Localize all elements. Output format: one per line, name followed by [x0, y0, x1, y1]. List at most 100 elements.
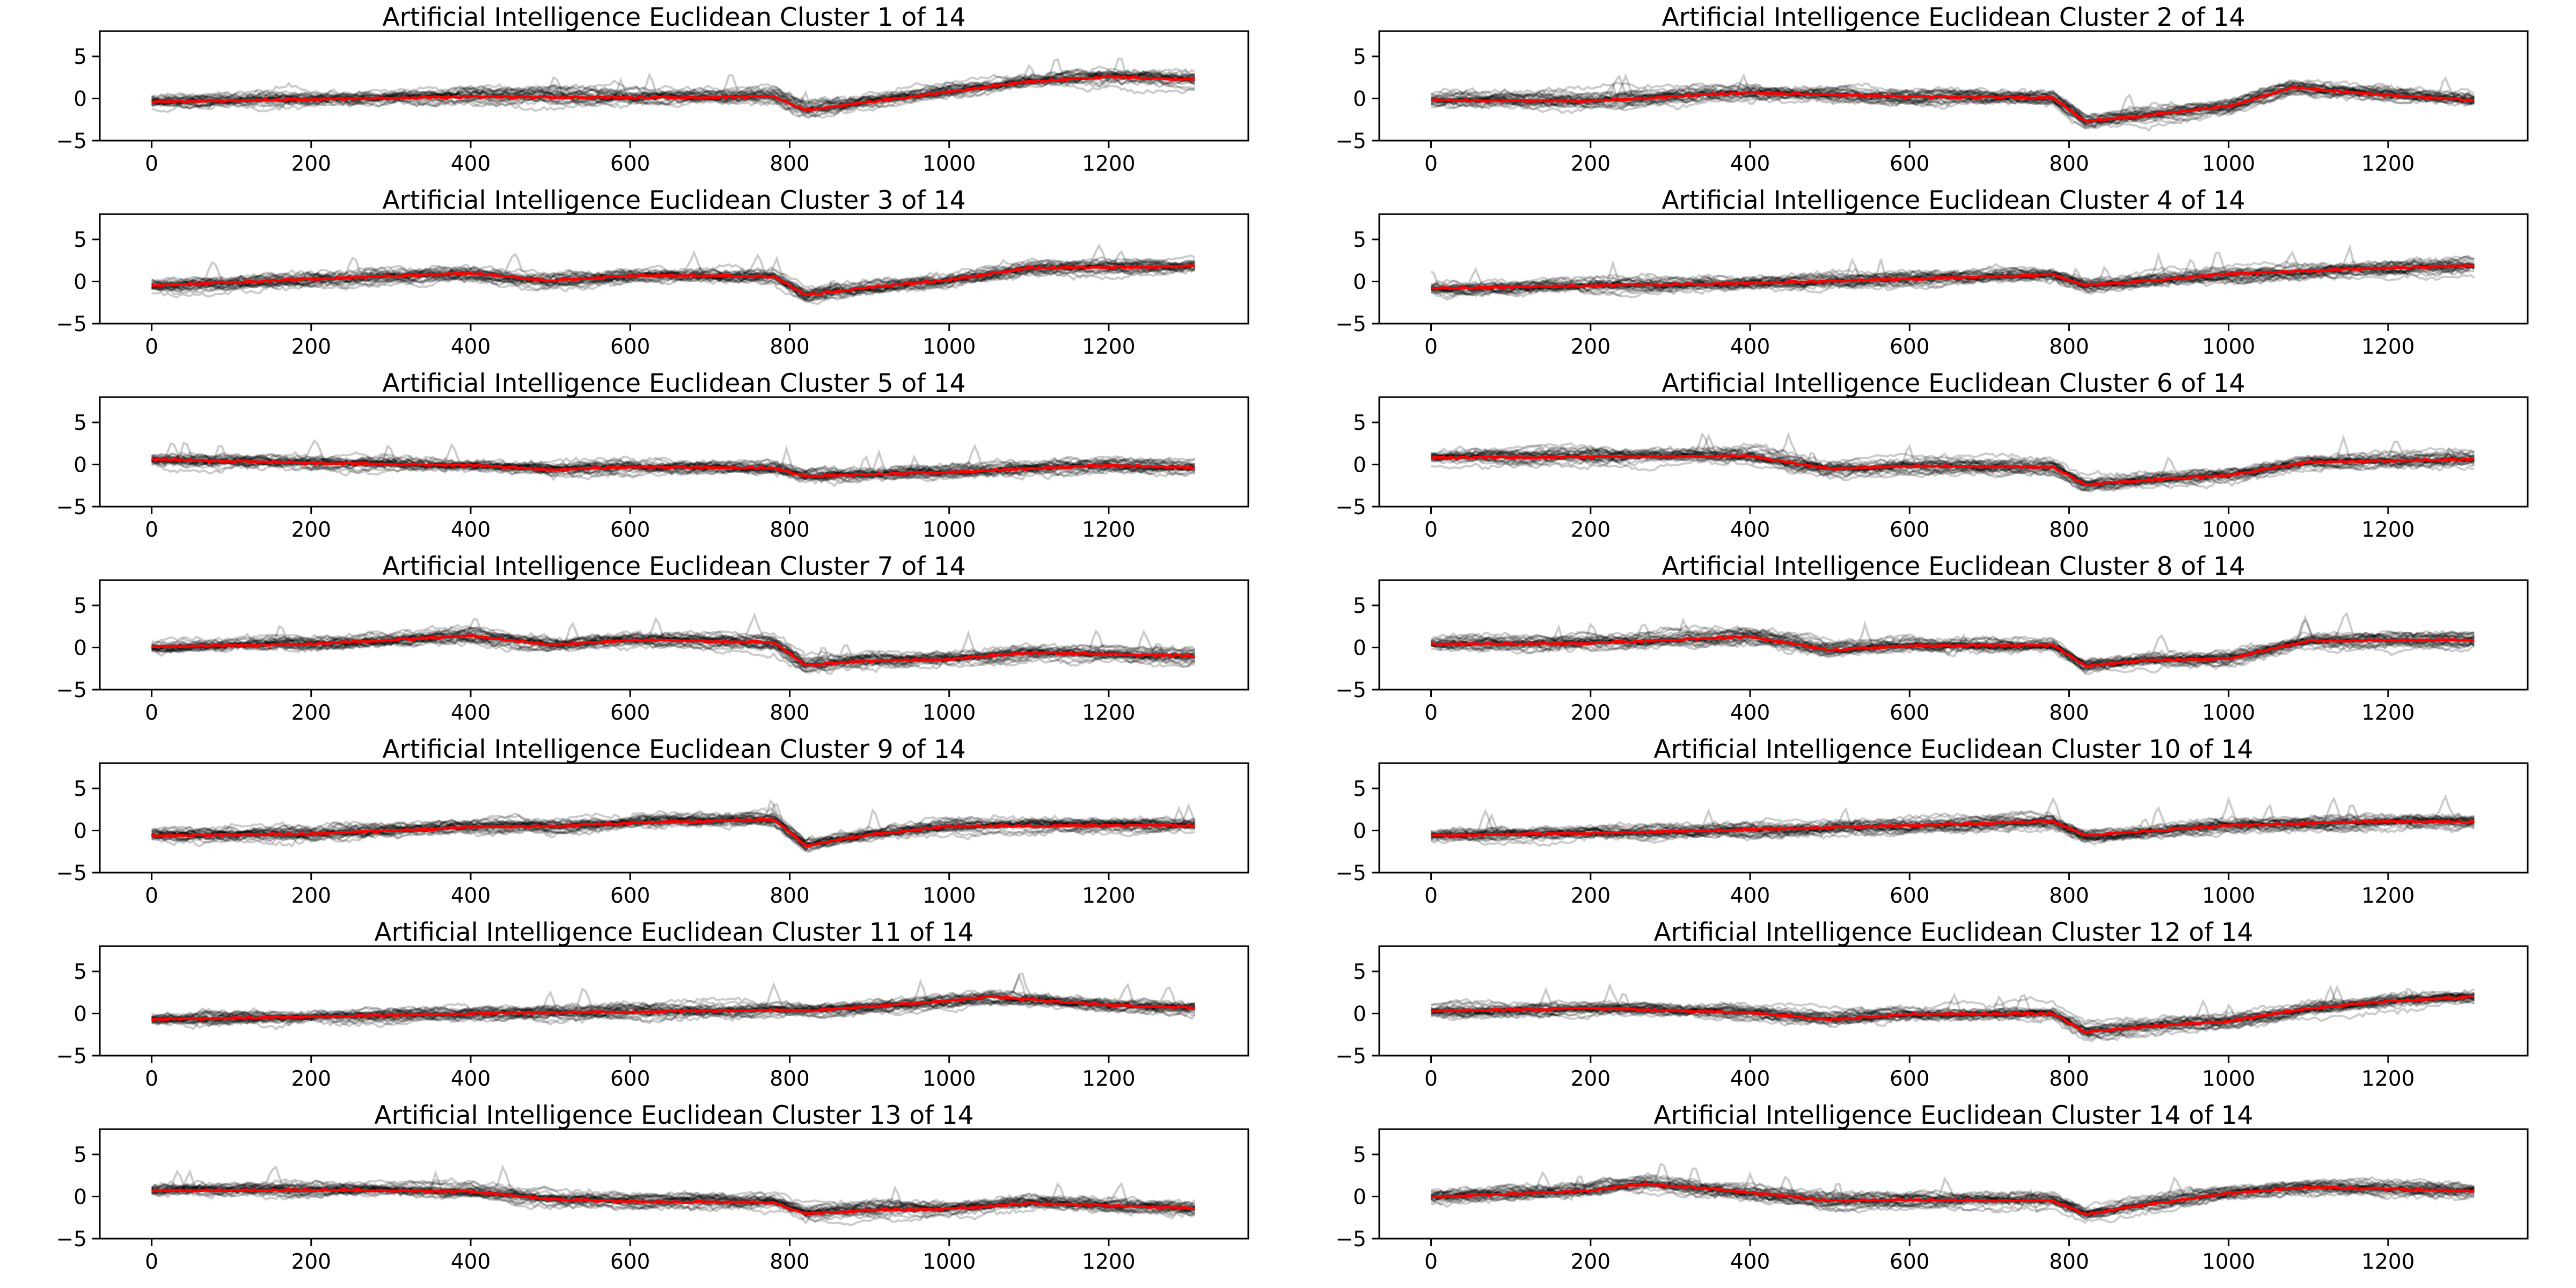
subplot-title: Artificial Intelligence Euclidean Cluste… — [1654, 918, 2253, 947]
y-tick-label: 5 — [1353, 45, 1366, 69]
x-tick-label: 1000 — [2202, 518, 2255, 542]
x-tick-label: 400 — [451, 1250, 491, 1274]
member-trace — [1430, 633, 2475, 668]
member-trace — [151, 451, 1195, 478]
centroid-line — [151, 264, 1195, 297]
x-tick-label: 200 — [1571, 1250, 1611, 1274]
x-tick-label: 200 — [291, 1067, 331, 1091]
x-tick-label: 400 — [1730, 1250, 1770, 1274]
y-tick-label: 0 — [1353, 636, 1366, 661]
x-tick-label: 200 — [1571, 701, 1611, 725]
member-trace — [1430, 997, 2475, 1037]
x-tick-label: 1000 — [923, 152, 976, 176]
member-traces — [1430, 72, 2475, 133]
member-trace — [1430, 1181, 2475, 1217]
x-tick-label: 0 — [1424, 152, 1438, 176]
x-tick-label: 400 — [451, 701, 491, 725]
member-trace — [1431, 83, 2475, 129]
x-tick-label: 400 — [451, 884, 491, 908]
x-tick-label: 600 — [1890, 1250, 1929, 1274]
member-trace — [1430, 1182, 2475, 1216]
x-tick-label: 800 — [2049, 152, 2089, 176]
member-trace — [151, 629, 1195, 668]
axes-frame — [1378, 579, 2529, 691]
member-trace — [1430, 1185, 2475, 1216]
member-trace — [1430, 81, 2475, 124]
y-tick-label: 0 — [74, 819, 87, 844]
axes-frame — [99, 1128, 1249, 1240]
subplot-7: Artificial Intelligence Euclidean Cluste… — [56, 552, 1249, 725]
y-tick-label: −5 — [56, 1227, 87, 1252]
axes-frame — [99, 30, 1249, 142]
member-trace — [1430, 89, 2475, 123]
y-tick-label: −5 — [1336, 312, 1367, 336]
member-trace — [1431, 74, 2475, 123]
subplot-12: Artificial Intelligence Euclidean Cluste… — [1336, 918, 2529, 1091]
member-trace — [151, 621, 1196, 665]
member-trace — [151, 455, 1195, 477]
x-tick-label: 600 — [610, 1067, 650, 1091]
subplot-title: Artificial Intelligence Euclidean Cluste… — [382, 735, 965, 764]
y-tick-label: −5 — [56, 312, 87, 336]
member-trace — [1430, 444, 2475, 487]
x-tick-label: 200 — [1571, 884, 1611, 908]
member-trace — [1430, 812, 2475, 842]
subplot-title: Artificial Intelligence Euclidean Cluste… — [1662, 369, 2245, 398]
member-trace — [151, 632, 1195, 674]
member-trace — [151, 994, 1196, 1023]
subplot-2: Artificial Intelligence Euclidean Cluste… — [1336, 3, 2529, 176]
member-traces — [1430, 431, 2475, 493]
centroid-line — [1431, 86, 2475, 123]
member-trace — [151, 1184, 1196, 1215]
axes-frame — [99, 579, 1249, 691]
centroid-line — [151, 75, 1195, 112]
member-trace — [151, 445, 1195, 484]
y-tick-label: −5 — [56, 129, 87, 153]
y-tick-label: 0 — [74, 1002, 87, 1027]
centroid-line — [1431, 264, 2475, 290]
member-trace — [151, 456, 1196, 478]
y-tick-label: −5 — [56, 678, 87, 702]
member-trace — [151, 618, 1196, 658]
subplot-title: Artificial Intelligence Euclidean Cluste… — [382, 3, 965, 32]
subplot-9: Artificial Intelligence Euclidean Cluste… — [56, 735, 1249, 908]
member-trace — [1430, 78, 2475, 123]
x-tick-label: 200 — [291, 335, 331, 359]
centroid-line — [1431, 819, 2475, 838]
subplot-title: Artificial Intelligence Euclidean Cluste… — [1662, 3, 2245, 32]
x-tick-label: 1200 — [2361, 884, 2414, 908]
x-tick-label: 200 — [291, 1250, 331, 1274]
member-trace — [151, 1180, 1195, 1218]
member-trace — [151, 1181, 1196, 1219]
member-trace — [1430, 82, 2475, 118]
subplot-4: Artificial Intelligence Euclidean Cluste… — [1336, 186, 2529, 359]
member-trace — [1431, 992, 2475, 1024]
centroid-line — [151, 634, 1195, 667]
x-tick-label: 400 — [1730, 1067, 1770, 1091]
subplot-title: Artificial Intelligence Euclidean Cluste… — [382, 369, 965, 398]
y-tick-label: 5 — [1353, 228, 1366, 252]
y-tick-label: 0 — [74, 270, 87, 295]
member-trace — [1430, 797, 2475, 840]
member-trace — [151, 266, 1195, 295]
member-trace — [1431, 262, 2475, 292]
x-tick-label: 1000 — [923, 884, 976, 908]
member-trace — [151, 1176, 1196, 1218]
y-tick-label: 5 — [1353, 594, 1366, 618]
member-trace — [1430, 990, 2475, 1031]
x-tick-label: 800 — [2049, 1250, 2089, 1274]
y-tick-label: 5 — [1353, 777, 1366, 801]
member-trace — [1430, 810, 2475, 841]
subplot-8: Artificial Intelligence Euclidean Cluste… — [1336, 552, 2529, 725]
x-tick-label: 0 — [145, 518, 158, 542]
subplot-11: Artificial Intelligence Euclidean Cluste… — [56, 918, 1249, 1091]
centroid-line — [1431, 635, 2475, 668]
member-trace — [1430, 1175, 2475, 1218]
subplot-title: Artificial Intelligence Euclidean Cluste… — [375, 1101, 974, 1130]
member-trace — [151, 254, 1196, 298]
member-trace — [151, 75, 1196, 116]
axes-frame — [1378, 1128, 2529, 1240]
axes-frame — [1378, 762, 2529, 874]
subplot-title: Artificial Intelligence Euclidean Cluste… — [382, 186, 965, 215]
